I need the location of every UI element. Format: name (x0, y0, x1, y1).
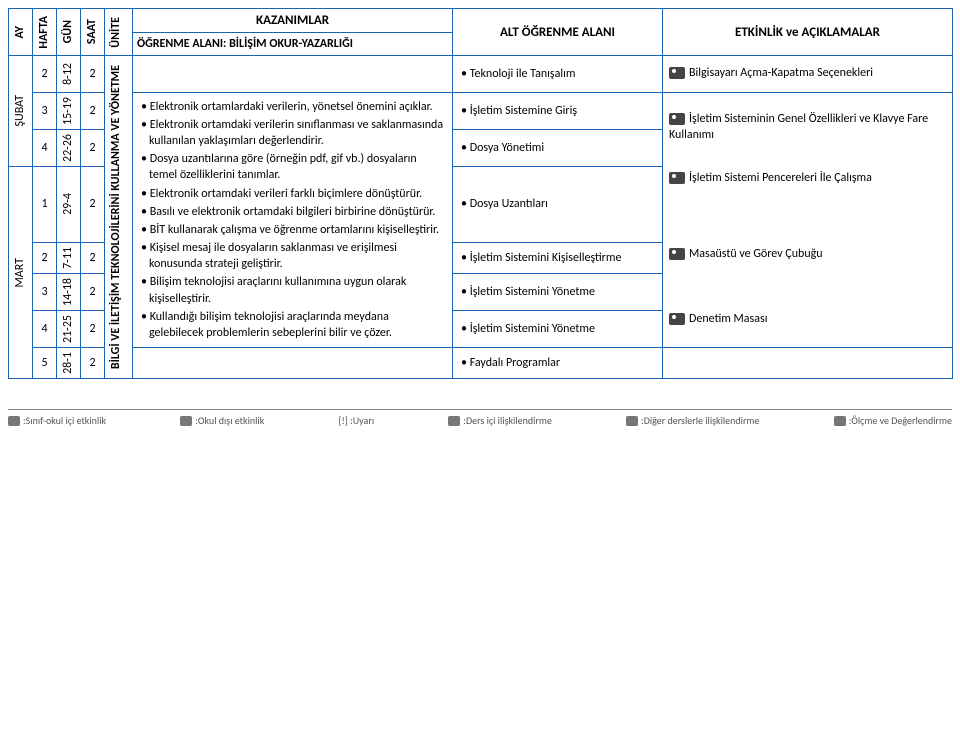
kaz-merged: Elektronik ortamlardaki verilerin, yönet… (133, 92, 453, 348)
legend-text: [!] :Uyarı (338, 414, 374, 427)
kaz-item: Basılı ve elektronik ortamdaki bilgileri… (141, 204, 444, 220)
col-saat: SAAT (85, 19, 99, 44)
cell-saat: 2 (81, 92, 105, 129)
cell-hafta: 2 (33, 243, 57, 274)
act-text: Masaüstü ve Görev Çubuğu (689, 247, 823, 261)
cell-gun: 21-25 (61, 315, 75, 343)
cell-saat: 2 (81, 166, 105, 243)
act-text: Denetim Masası (689, 312, 767, 326)
legend-text: :Okul dışı etkinlik (195, 414, 264, 427)
alt-item: İşletim Sistemini Yönetme (461, 284, 654, 300)
col-ay: AY (13, 26, 27, 39)
legend-text: :Sınıf-okul içi etkinlik (23, 414, 106, 427)
activity-icon (669, 248, 685, 260)
legend-icon (180, 416, 192, 426)
cell-hafta: 3 (33, 274, 57, 311)
header-row: AY HAFTA GÜN SAAT ÜNİTE KAZANIMLAR ALT Ö… (9, 9, 953, 33)
activity-icon (669, 113, 685, 125)
month-subat: ŞUBAT (13, 95, 27, 126)
cell-kaz (133, 348, 453, 379)
cell-alt: İşletim Sistemine Giriş (453, 92, 663, 129)
cell-saat: 2 (81, 274, 105, 311)
cell-saat: 2 (81, 243, 105, 274)
cell-hafta: 1 (33, 166, 57, 243)
month-mart: MART (13, 258, 27, 287)
cell-saat: 2 (81, 56, 105, 93)
cell-gun: 28-1 (61, 352, 75, 374)
cell-alt: Dosya Yönetimi (453, 129, 663, 166)
kaz-item: Bilişim teknolojisi araçlarını kullanımı… (141, 274, 444, 306)
alt-item: Dosya Yönetimi (461, 140, 654, 156)
activity-icon (669, 172, 685, 184)
cell-saat: 2 (81, 129, 105, 166)
kaz-item: Kullandığı bilişim teknolojisi araçların… (141, 309, 444, 341)
alt-item: İşletim Sistemini Kişiselleştirme (461, 250, 654, 266)
kaz-item: Elektronik ortamdaki verileri farklı biç… (141, 186, 444, 202)
legend-icon (626, 416, 638, 426)
act-text: İşletim Sisteminin Genel Özellikleri ve … (669, 112, 928, 142)
cell-hafta: 3 (33, 92, 57, 129)
cell-hafta: 4 (33, 311, 57, 348)
alt-item: Faydalı Programlar (461, 355, 654, 371)
cell-gun: 8-12 (61, 63, 75, 85)
act-text: İşletim Sistemi Pencereleri İle Çalışma (689, 171, 872, 185)
legend-text: :Diğer derslerle ilişkilendirme (641, 414, 759, 427)
cell-gun: 7-11 (61, 247, 75, 269)
legend-footer: :Sınıf-okul içi etkinlik :Okul dışı etki… (8, 409, 952, 427)
cell-gun: 22-26 (61, 134, 75, 162)
kaz-item: Kişisel mesaj ile dosyaların saklanması … (141, 240, 444, 272)
cell-alt: İşletim Sistemini Yönetme (453, 274, 663, 311)
col-hafta: HAFTA (37, 16, 51, 49)
cell-gun: 14-18 (61, 278, 75, 306)
cell-alt: Dosya Uzantıları (453, 166, 663, 243)
legend-icon (448, 416, 460, 426)
kaz-item: BİT kullanarak çalışma ve öğrenme ortaml… (141, 222, 444, 238)
alt-item: İşletim Sistemine Giriş (461, 103, 654, 119)
cell-act (663, 348, 953, 379)
legend-icon (834, 416, 846, 426)
cell-alt: Teknoloji ile Tanışalım (453, 56, 663, 93)
alt-item: Dosya Uzantıları (461, 196, 654, 212)
cell-saat: 2 (81, 311, 105, 348)
act-text: Bilgisayarı Açma-Kapatma Seçenekleri (689, 66, 873, 80)
col-etkinlik: ETKİNLİK ve AÇIKLAMALAR (663, 9, 953, 56)
col-kazanimlar: KAZANIMLAR (133, 9, 453, 33)
cell-gun: 15-19 (61, 97, 75, 125)
activity-icon (669, 313, 685, 325)
cell-hafta: 4 (33, 129, 57, 166)
legend-icon (8, 416, 20, 426)
act-merged: İşletim Sisteminin Genel Özellikleri ve … (663, 92, 953, 348)
activity-icon (669, 67, 685, 79)
cell-hafta: 5 (33, 348, 57, 379)
cell-hafta: 2 (33, 56, 57, 93)
ogrenme-alani: ÖĞRENME ALANI: BİLİŞİM OKUR-YAZARLIĞI (133, 33, 453, 56)
alt-item: Teknoloji ile Tanışalım (461, 66, 654, 82)
legend-text: :Ders içi ilişkilendirme (463, 414, 552, 427)
cell-kaz (133, 56, 453, 93)
kaz-item: Elektronik ortamlardaki verilerin, yönet… (141, 99, 444, 115)
kaz-item: Dosya uzantılarına göre (örneğin pdf, gi… (141, 151, 444, 183)
table-row: 3 15-19 2 Elektronik ortamlardaki verile… (9, 92, 953, 129)
kaz-item: Elektronik ortamdaki verilerin sınıflanm… (141, 117, 444, 149)
legend-text: :Ölçme ve Değerlendirme (849, 414, 952, 427)
col-gun: GÜN (61, 20, 75, 43)
col-alt: ALT ÖĞRENME ALANI (453, 9, 663, 56)
cell-alt: İşletim Sistemini Yönetme (453, 311, 663, 348)
cell-gun: 29-4 (61, 193, 75, 215)
cell-act: Bilgisayarı Açma-Kapatma Seçenekleri (663, 56, 953, 93)
col-unite: ÜNİTE (109, 17, 123, 48)
table-row: ŞUBAT 2 8-12 2 BİLGİ VE İLETİŞİM TEKNOLO… (9, 56, 953, 93)
cell-saat: 2 (81, 348, 105, 379)
curriculum-table: AY HAFTA GÜN SAAT ÜNİTE KAZANIMLAR ALT Ö… (8, 8, 953, 379)
cell-alt: Faydalı Programlar (453, 348, 663, 379)
cell-alt: İşletim Sistemini Kişiselleştirme (453, 243, 663, 274)
alt-item: İşletim Sistemini Yönetme (461, 321, 654, 337)
table-row: 5 28-1 2 Faydalı Programlar (9, 348, 953, 379)
unit-name: BİLGİ VE İLETİŞİM TEKNOLOJİLERİNİ KULLAN… (109, 65, 123, 369)
